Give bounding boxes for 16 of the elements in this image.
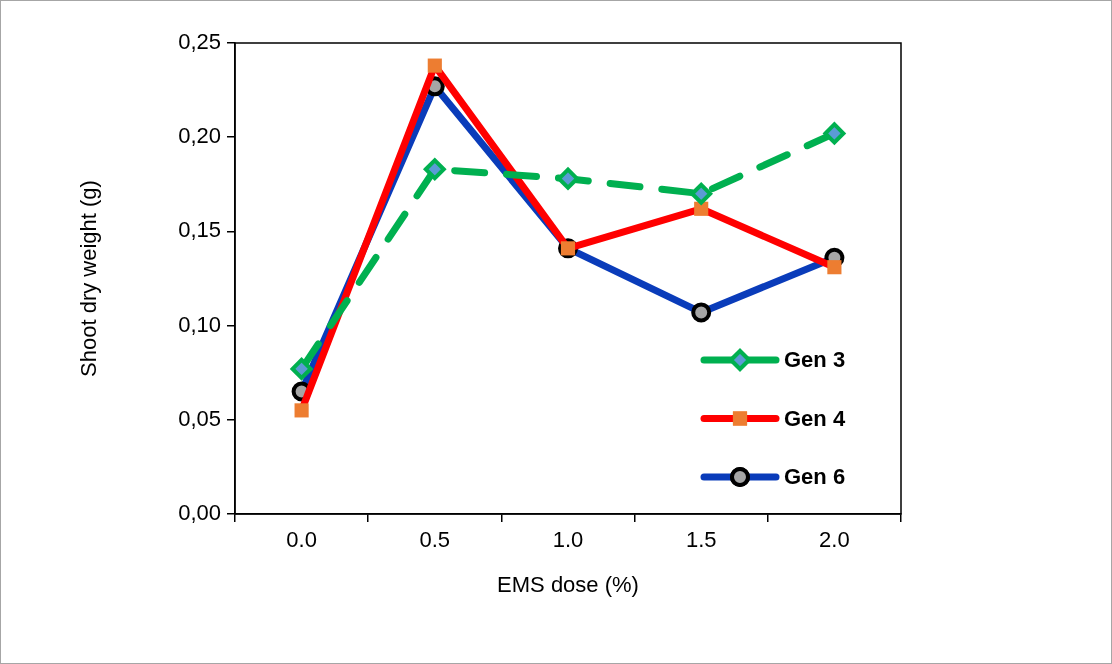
y-tick-label: 0,00 (178, 500, 221, 526)
y-tick-label: 0,10 (178, 311, 221, 337)
y-tick-label: 0,05 (178, 405, 221, 431)
x-tick-label: 1.0 (552, 527, 584, 553)
y-tick-label: 0,20 (178, 123, 221, 149)
x-tick-label: 0.0 (286, 527, 317, 553)
legend-label: Gen 4 (784, 405, 846, 431)
x-tick-label: 2.0 (819, 527, 850, 553)
y-tick-label: 0,15 (178, 217, 221, 243)
y-tick-label: 0,25 (178, 29, 221, 55)
y-axis-title: Shoot dry weight (g) (76, 180, 102, 377)
legend-label: Gen 6 (784, 464, 846, 490)
x-axis-title: EMS dose (%) (497, 571, 639, 597)
legend-label: Gen 3 (784, 347, 846, 373)
x-tick-label: 1.5 (685, 527, 717, 553)
x-tick-label: 0.5 (419, 527, 451, 553)
